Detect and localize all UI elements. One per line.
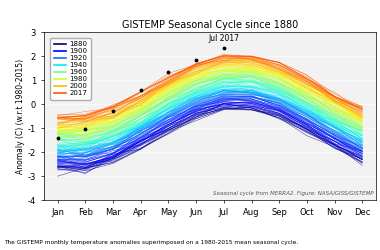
Legend: 1880, 1900, 1920, 1940, 1960, 1980, 2000, 2017: 1880, 1900, 1920, 1940, 1960, 1980, 2000… bbox=[51, 38, 91, 100]
Text: Seasonal cycle from MERRA2. Figure: NASA/GISS/GISTEMP: Seasonal cycle from MERRA2. Figure: NASA… bbox=[213, 192, 374, 196]
Text: The GISTEMP monthly temperature anomalies superimposed on a 1980-2015 mean seaso: The GISTEMP monthly temperature anomalie… bbox=[4, 240, 298, 245]
Y-axis label: Anomaly (C) (w.r.t 1980-2015): Anomaly (C) (w.r.t 1980-2015) bbox=[16, 59, 25, 174]
Text: Jul 2017: Jul 2017 bbox=[208, 34, 239, 43]
Title: GISTEMP Seasonal Cycle since 1880: GISTEMP Seasonal Cycle since 1880 bbox=[122, 20, 298, 30]
